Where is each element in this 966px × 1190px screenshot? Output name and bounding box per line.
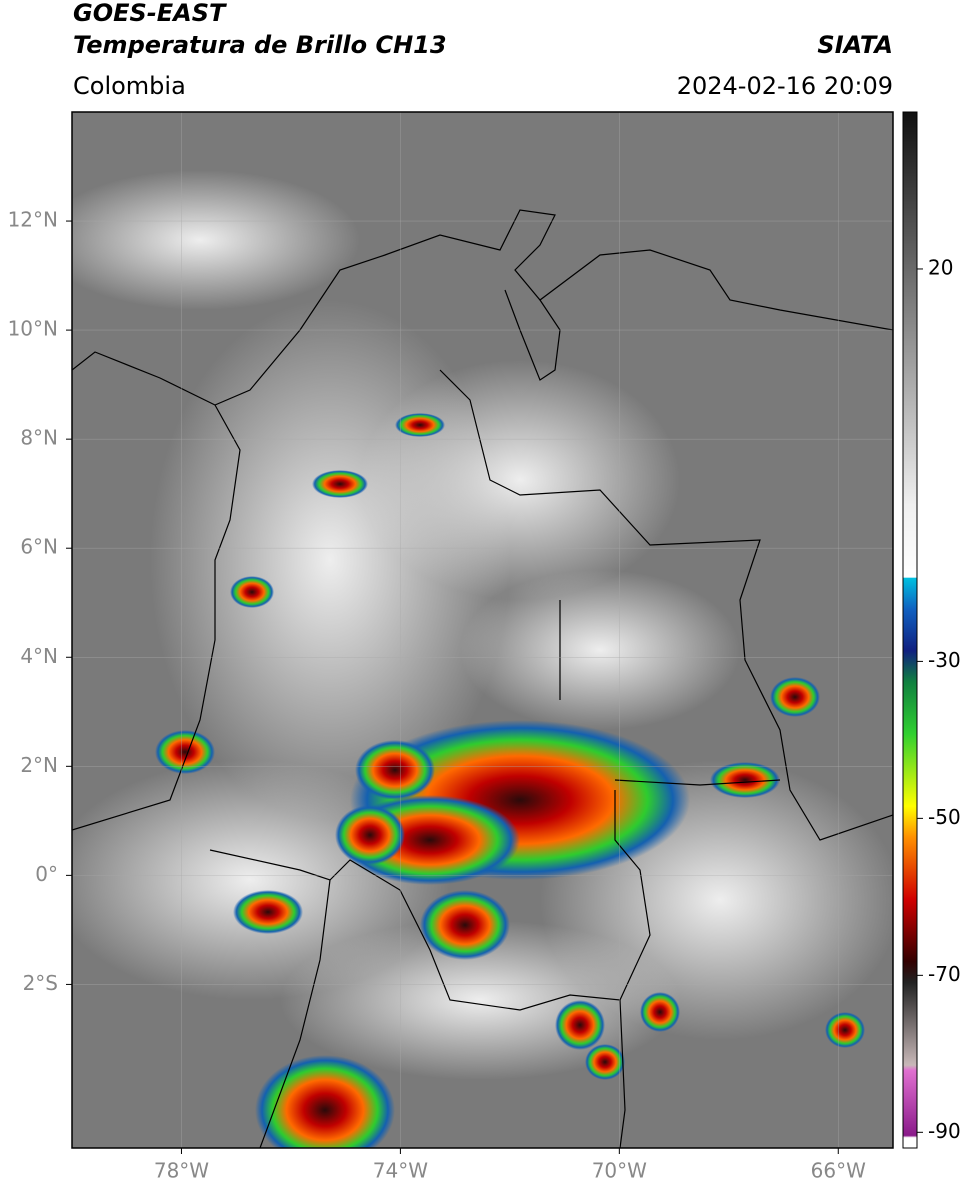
title: GOES-EAST [73, 0, 227, 27]
map-frame [71, 111, 894, 1149]
map [72, 112, 893, 1148]
source: SIATA [817, 31, 893, 59]
x-tick-label: 78°W [154, 1159, 209, 1183]
colorbar-tick-label: -90 [928, 1119, 961, 1143]
colorbar-tick-label: -30 [928, 648, 961, 672]
y-tick-label: 8°N [20, 426, 58, 450]
x-tick-label: 70°W [592, 1159, 647, 1183]
colorbar-tick-label: -50 [928, 805, 961, 829]
x-tick-label: 66°W [811, 1159, 866, 1183]
y-tick-label: 12°N [8, 208, 58, 232]
borders [72, 209, 893, 1148]
colorbar-tick-label: -70 [928, 962, 961, 986]
y-tick-label: 6°N [20, 535, 58, 559]
datetime: 2024-02-16 20:09 [677, 72, 893, 100]
y-tick-label: 4°N [20, 644, 58, 668]
x-tick-label: 74°W [373, 1159, 428, 1183]
subtitle: Temperatura de Brillo CH13 [73, 31, 447, 59]
y-tick-label: 10°N [8, 317, 58, 341]
colorbar [902, 111, 918, 1149]
region: Colombia [73, 72, 186, 100]
y-tick-label: 2°N [20, 753, 58, 777]
y-tick-label: 0° [35, 862, 58, 886]
y-tick-label: 2°S [23, 971, 58, 995]
storms [155, 413, 865, 1148]
colorbar-tick-label: 20 [928, 255, 953, 279]
